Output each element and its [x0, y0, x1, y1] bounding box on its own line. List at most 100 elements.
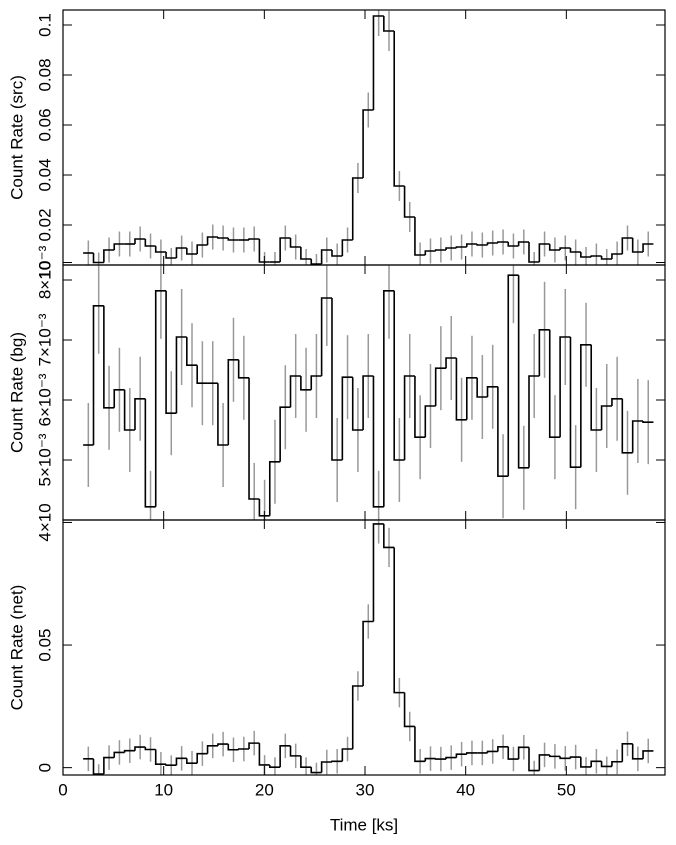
step — [196, 365, 208, 384]
step — [186, 248, 198, 255]
step — [528, 375, 540, 468]
step — [517, 275, 529, 469]
step — [237, 359, 250, 379]
step — [590, 344, 602, 431]
step — [393, 547, 405, 694]
step — [383, 16, 395, 32]
step — [217, 237, 229, 239]
step — [621, 398, 633, 454]
step — [289, 745, 301, 757]
step — [642, 421, 654, 423]
step — [258, 499, 270, 517]
step — [424, 405, 436, 438]
step — [144, 239, 156, 247]
step — [559, 336, 571, 438]
step — [548, 244, 561, 251]
step — [144, 398, 156, 508]
step — [611, 398, 623, 406]
step — [258, 743, 270, 766]
step — [279, 237, 291, 262]
step — [279, 745, 291, 768]
step — [134, 746, 146, 751]
step — [351, 685, 364, 750]
x-tick-label: 50 — [557, 780, 576, 799]
step — [465, 752, 478, 755]
step — [507, 274, 519, 477]
step — [113, 243, 125, 250]
step — [227, 238, 239, 241]
x-tick-label: 30 — [356, 780, 375, 799]
step — [289, 375, 301, 408]
step — [538, 243, 550, 262]
step — [580, 757, 592, 768]
y-tick-label: 0.08 — [35, 58, 54, 91]
y-tick-label: 0.06 — [35, 108, 54, 141]
step — [351, 177, 364, 240]
step — [590, 760, 602, 767]
step — [310, 767, 322, 774]
step — [113, 389, 125, 408]
step — [103, 249, 115, 263]
step — [548, 329, 561, 438]
step — [611, 760, 623, 767]
step — [455, 246, 467, 248]
y-tick-label: 6×10⁻³ — [35, 373, 54, 426]
y-tick-label: 7×10⁻³ — [35, 313, 54, 366]
step — [268, 461, 281, 516]
step — [92, 253, 104, 264]
step — [331, 298, 343, 461]
step — [227, 359, 239, 445]
step — [175, 336, 187, 414]
x-tick-label: 20 — [255, 780, 274, 799]
y-tick-label: 10⁻³ — [35, 245, 54, 279]
x-axis-label: Time [ks] — [330, 815, 398, 834]
y-tick-label: 0.05 — [35, 629, 54, 662]
step — [517, 746, 529, 760]
step — [154, 749, 167, 766]
step — [320, 297, 332, 376]
step — [258, 239, 270, 263]
step — [362, 109, 374, 178]
step — [476, 377, 488, 398]
step — [331, 760, 343, 763]
step — [393, 290, 405, 461]
step — [445, 247, 457, 250]
step — [123, 389, 135, 431]
step — [642, 243, 654, 252]
step — [351, 377, 364, 431]
step — [497, 241, 509, 243]
y-axis-label: Count Rate (bg) — [7, 332, 26, 453]
step — [92, 305, 104, 445]
step — [497, 746, 509, 752]
step — [486, 750, 498, 753]
y-tick-label: 8×10 — [35, 261, 54, 299]
step — [455, 358, 467, 421]
step — [206, 745, 218, 754]
step — [248, 238, 260, 240]
step — [383, 290, 395, 507]
step — [507, 746, 519, 760]
step — [372, 376, 384, 508]
step — [611, 253, 623, 259]
step — [165, 252, 177, 259]
step — [154, 246, 167, 253]
step — [538, 754, 550, 771]
x-tick-label: 0 — [58, 780, 67, 799]
step — [569, 337, 581, 468]
step — [123, 749, 135, 753]
y-tick-label: 0.02 — [35, 208, 54, 241]
step — [310, 375, 322, 390]
x-tick-label: 40 — [456, 780, 475, 799]
step — [300, 755, 312, 768]
step — [548, 754, 561, 758]
y-tick-label: 0.1 — [35, 13, 54, 37]
step — [393, 31, 405, 187]
step — [248, 742, 260, 750]
step — [434, 249, 447, 251]
step — [362, 620, 374, 686]
step — [621, 743, 633, 762]
step — [414, 376, 426, 438]
step — [559, 756, 571, 760]
step — [362, 375, 374, 430]
